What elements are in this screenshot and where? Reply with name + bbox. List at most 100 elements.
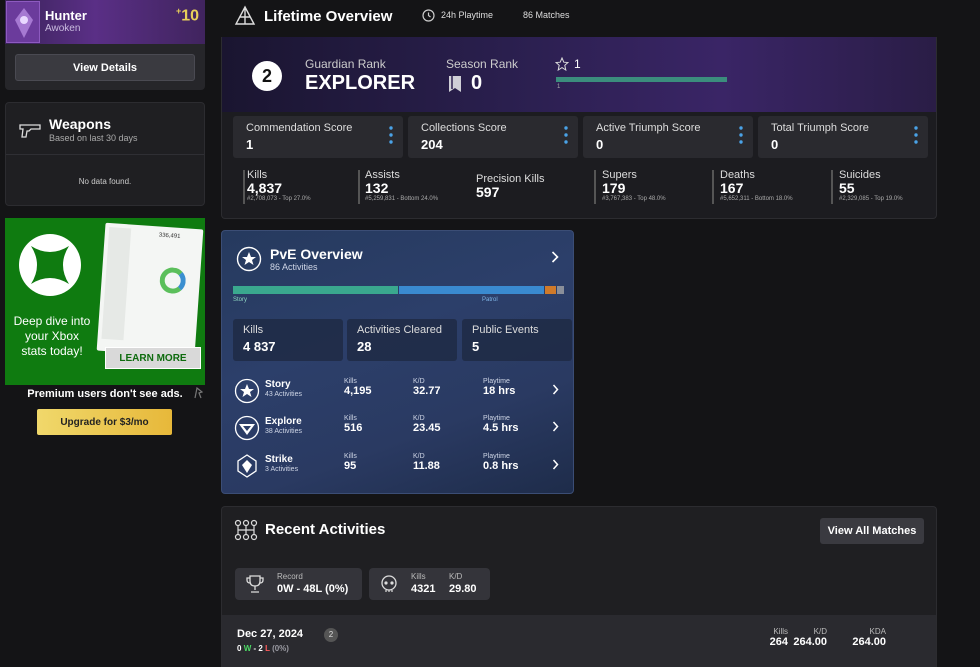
chevron-right-icon[interactable] bbox=[552, 459, 559, 470]
guardian-rank-badge: 2 bbox=[252, 61, 282, 91]
activity-kills: Kills 516 bbox=[344, 415, 362, 434]
character-banner[interactable]: Hunter Awoken +10 bbox=[5, 0, 205, 44]
col-value: 11.88 bbox=[413, 460, 440, 472]
record-pill: Record 0W - 48L (0%) bbox=[235, 568, 362, 600]
distribution-segment-2 bbox=[399, 286, 544, 294]
stat-supers: Supers 179 #3,767,383 - Top 48.0% bbox=[602, 169, 666, 202]
col-value: 264 bbox=[769, 636, 788, 648]
activity-row-strike[interactable]: Strike 3 Activities Kills 95 K/D 11.88 Pla… bbox=[222, 449, 573, 485]
activity-count: 3 Activities bbox=[265, 466, 299, 473]
stat-value: 55 bbox=[839, 180, 855, 196]
activity-name: Explore bbox=[265, 416, 302, 427]
rank-banner: 2 Guardian Rank EXPLORER Season Rank 0 1… bbox=[222, 37, 936, 112]
activity-kd: K/D 23.45 bbox=[413, 415, 441, 434]
col-value: 32.77 bbox=[413, 385, 441, 397]
active-triumph-score-card[interactable]: Active Triumph Score 0 bbox=[583, 116, 753, 158]
recent-activities-title: Recent Activities bbox=[265, 521, 386, 538]
emblem-icon bbox=[6, 1, 40, 43]
collections-score-card[interactable]: Collections Score 204 bbox=[408, 116, 578, 158]
distribution-segment-1 bbox=[233, 286, 398, 294]
xbox-logo-icon bbox=[19, 234, 81, 296]
score-label: Collections Score bbox=[421, 122, 507, 134]
col-value: 4,195 bbox=[344, 385, 372, 397]
activity-count: 38 Activities bbox=[265, 428, 302, 435]
season-rank-value: 0 bbox=[471, 72, 483, 94]
score-value: 0 bbox=[596, 137, 604, 152]
divider bbox=[6, 154, 204, 155]
more-options-icon[interactable] bbox=[739, 126, 743, 144]
stat-value: 167 bbox=[720, 180, 744, 196]
pve-stat-value: 5 bbox=[472, 339, 480, 354]
more-options-icon[interactable] bbox=[389, 126, 393, 144]
premium-notice: Premium users don't see ads. bbox=[27, 388, 183, 400]
activity-kills: Kills 4,195 bbox=[344, 378, 372, 397]
more-options-icon[interactable] bbox=[914, 126, 918, 144]
clock-icon bbox=[422, 9, 435, 22]
guardian-rank-label: Guardian Rank bbox=[305, 57, 386, 71]
stat-label: Supers bbox=[602, 169, 637, 181]
stat-suicides: Suicides 55 #2,329,085 - Top 19.0% bbox=[839, 169, 903, 202]
col-header: KDA bbox=[869, 627, 886, 636]
chevron-right-icon[interactable] bbox=[551, 251, 559, 263]
character-card: Hunter Awoken +10 View Details bbox=[5, 0, 205, 90]
chevron-right-icon[interactable] bbox=[552, 421, 559, 432]
activity-row-explore[interactable]: Explore 38 Activities Kills 516 K/D 23.45 … bbox=[222, 411, 573, 447]
activity-day-row[interactable]: Dec 27, 2024 2 0 W - 2 L (0%) Kills 264 K… bbox=[222, 615, 936, 667]
distribution-segment-3 bbox=[545, 286, 556, 294]
commendation-score-card[interactable]: Commendation Score 1 bbox=[233, 116, 403, 158]
lifetime-header: Lifetime Overview 24h Playtime 86 Matche… bbox=[221, 0, 937, 37]
kd-value: 29.80 bbox=[449, 583, 477, 595]
strike-icon bbox=[237, 454, 257, 478]
wins-letter: W bbox=[243, 644, 252, 653]
stat-rank: #3,767,383 - Top 48.0% bbox=[602, 196, 666, 202]
col-header: Kills bbox=[344, 378, 357, 385]
view-all-matches-button[interactable]: View All Matches bbox=[820, 518, 924, 544]
segment-label-patrol: Patrol bbox=[482, 297, 498, 303]
learn-more-button[interactable]: LEARN MORE bbox=[105, 347, 201, 369]
score-value: 204 bbox=[421, 137, 443, 152]
pve-stat-value: 4 837 bbox=[243, 339, 276, 354]
total-triumph-score-card[interactable]: Total Triumph Score 0 bbox=[758, 116, 928, 158]
guardian-rank-value: EXPLORER bbox=[305, 72, 416, 94]
col-value: 264.00 bbox=[852, 636, 886, 648]
stat-indicator bbox=[358, 170, 360, 204]
pve-title: PvE Overview bbox=[270, 246, 363, 262]
character-class: Hunter bbox=[45, 8, 87, 23]
activity-playtime: Playtime 18 hrs bbox=[483, 378, 515, 397]
score-label: Active Triumph Score bbox=[596, 122, 701, 134]
xbox-stats-ad[interactable]: Deep dive into your Xbox stats today! 33… bbox=[5, 218, 205, 385]
col-value: 0.8 hrs bbox=[483, 460, 519, 472]
day-kd: K/D 264.00 bbox=[782, 627, 827, 648]
character-race: Awoken bbox=[45, 23, 81, 34]
stat-rank: #2,708,073 - Top 27.0% bbox=[247, 196, 311, 202]
stat-indicator bbox=[594, 170, 596, 204]
score-value: 0 bbox=[771, 137, 779, 152]
pve-stat-value: 28 bbox=[357, 339, 372, 354]
col-header: Playtime bbox=[483, 453, 510, 460]
upgrade-button[interactable]: Upgrade for $3/mo bbox=[37, 409, 172, 435]
score-value: 1 bbox=[246, 137, 254, 152]
stat-label: Precision Kills bbox=[476, 173, 545, 185]
weapons-title: Weapons bbox=[49, 116, 111, 132]
explore-icon bbox=[234, 415, 260, 441]
activity-row-story[interactable]: Story 43 Activities Kills 4,195 K/D 32.77 … bbox=[222, 374, 573, 410]
activity-playtime: Playtime 4.5 hrs bbox=[483, 415, 518, 434]
col-value: 4.5 hrs bbox=[483, 422, 519, 434]
stat-rank: #5,259,831 - Bottom 24.0% bbox=[365, 196, 439, 202]
ad-report-icon[interactable] bbox=[193, 387, 203, 399]
distribution-segment-4 bbox=[557, 286, 564, 294]
view-details-button[interactable]: View Details bbox=[15, 54, 195, 81]
activity-count: 43 Activities bbox=[265, 391, 302, 398]
season-rank-label: Season Rank bbox=[446, 57, 519, 71]
kd-label: K/D bbox=[449, 572, 463, 581]
pve-overview-card[interactable]: PvE Overview 86 Activities Story Patrol … bbox=[221, 230, 574, 494]
trophy-icon bbox=[246, 575, 264, 593]
win-percent: (0%) bbox=[272, 644, 289, 653]
lifetime-overview-panel: 2 Guardian Rank EXPLORER Season Rank 0 1… bbox=[221, 37, 937, 219]
col-value: 23.45 bbox=[413, 422, 441, 434]
day-win-loss: 0 W - 2 L (0%) bbox=[237, 644, 289, 653]
chevron-right-icon[interactable] bbox=[552, 384, 559, 395]
lifetime-title: Lifetime Overview bbox=[264, 8, 393, 25]
activity-name: Story bbox=[265, 379, 291, 390]
more-options-icon[interactable] bbox=[564, 126, 568, 144]
